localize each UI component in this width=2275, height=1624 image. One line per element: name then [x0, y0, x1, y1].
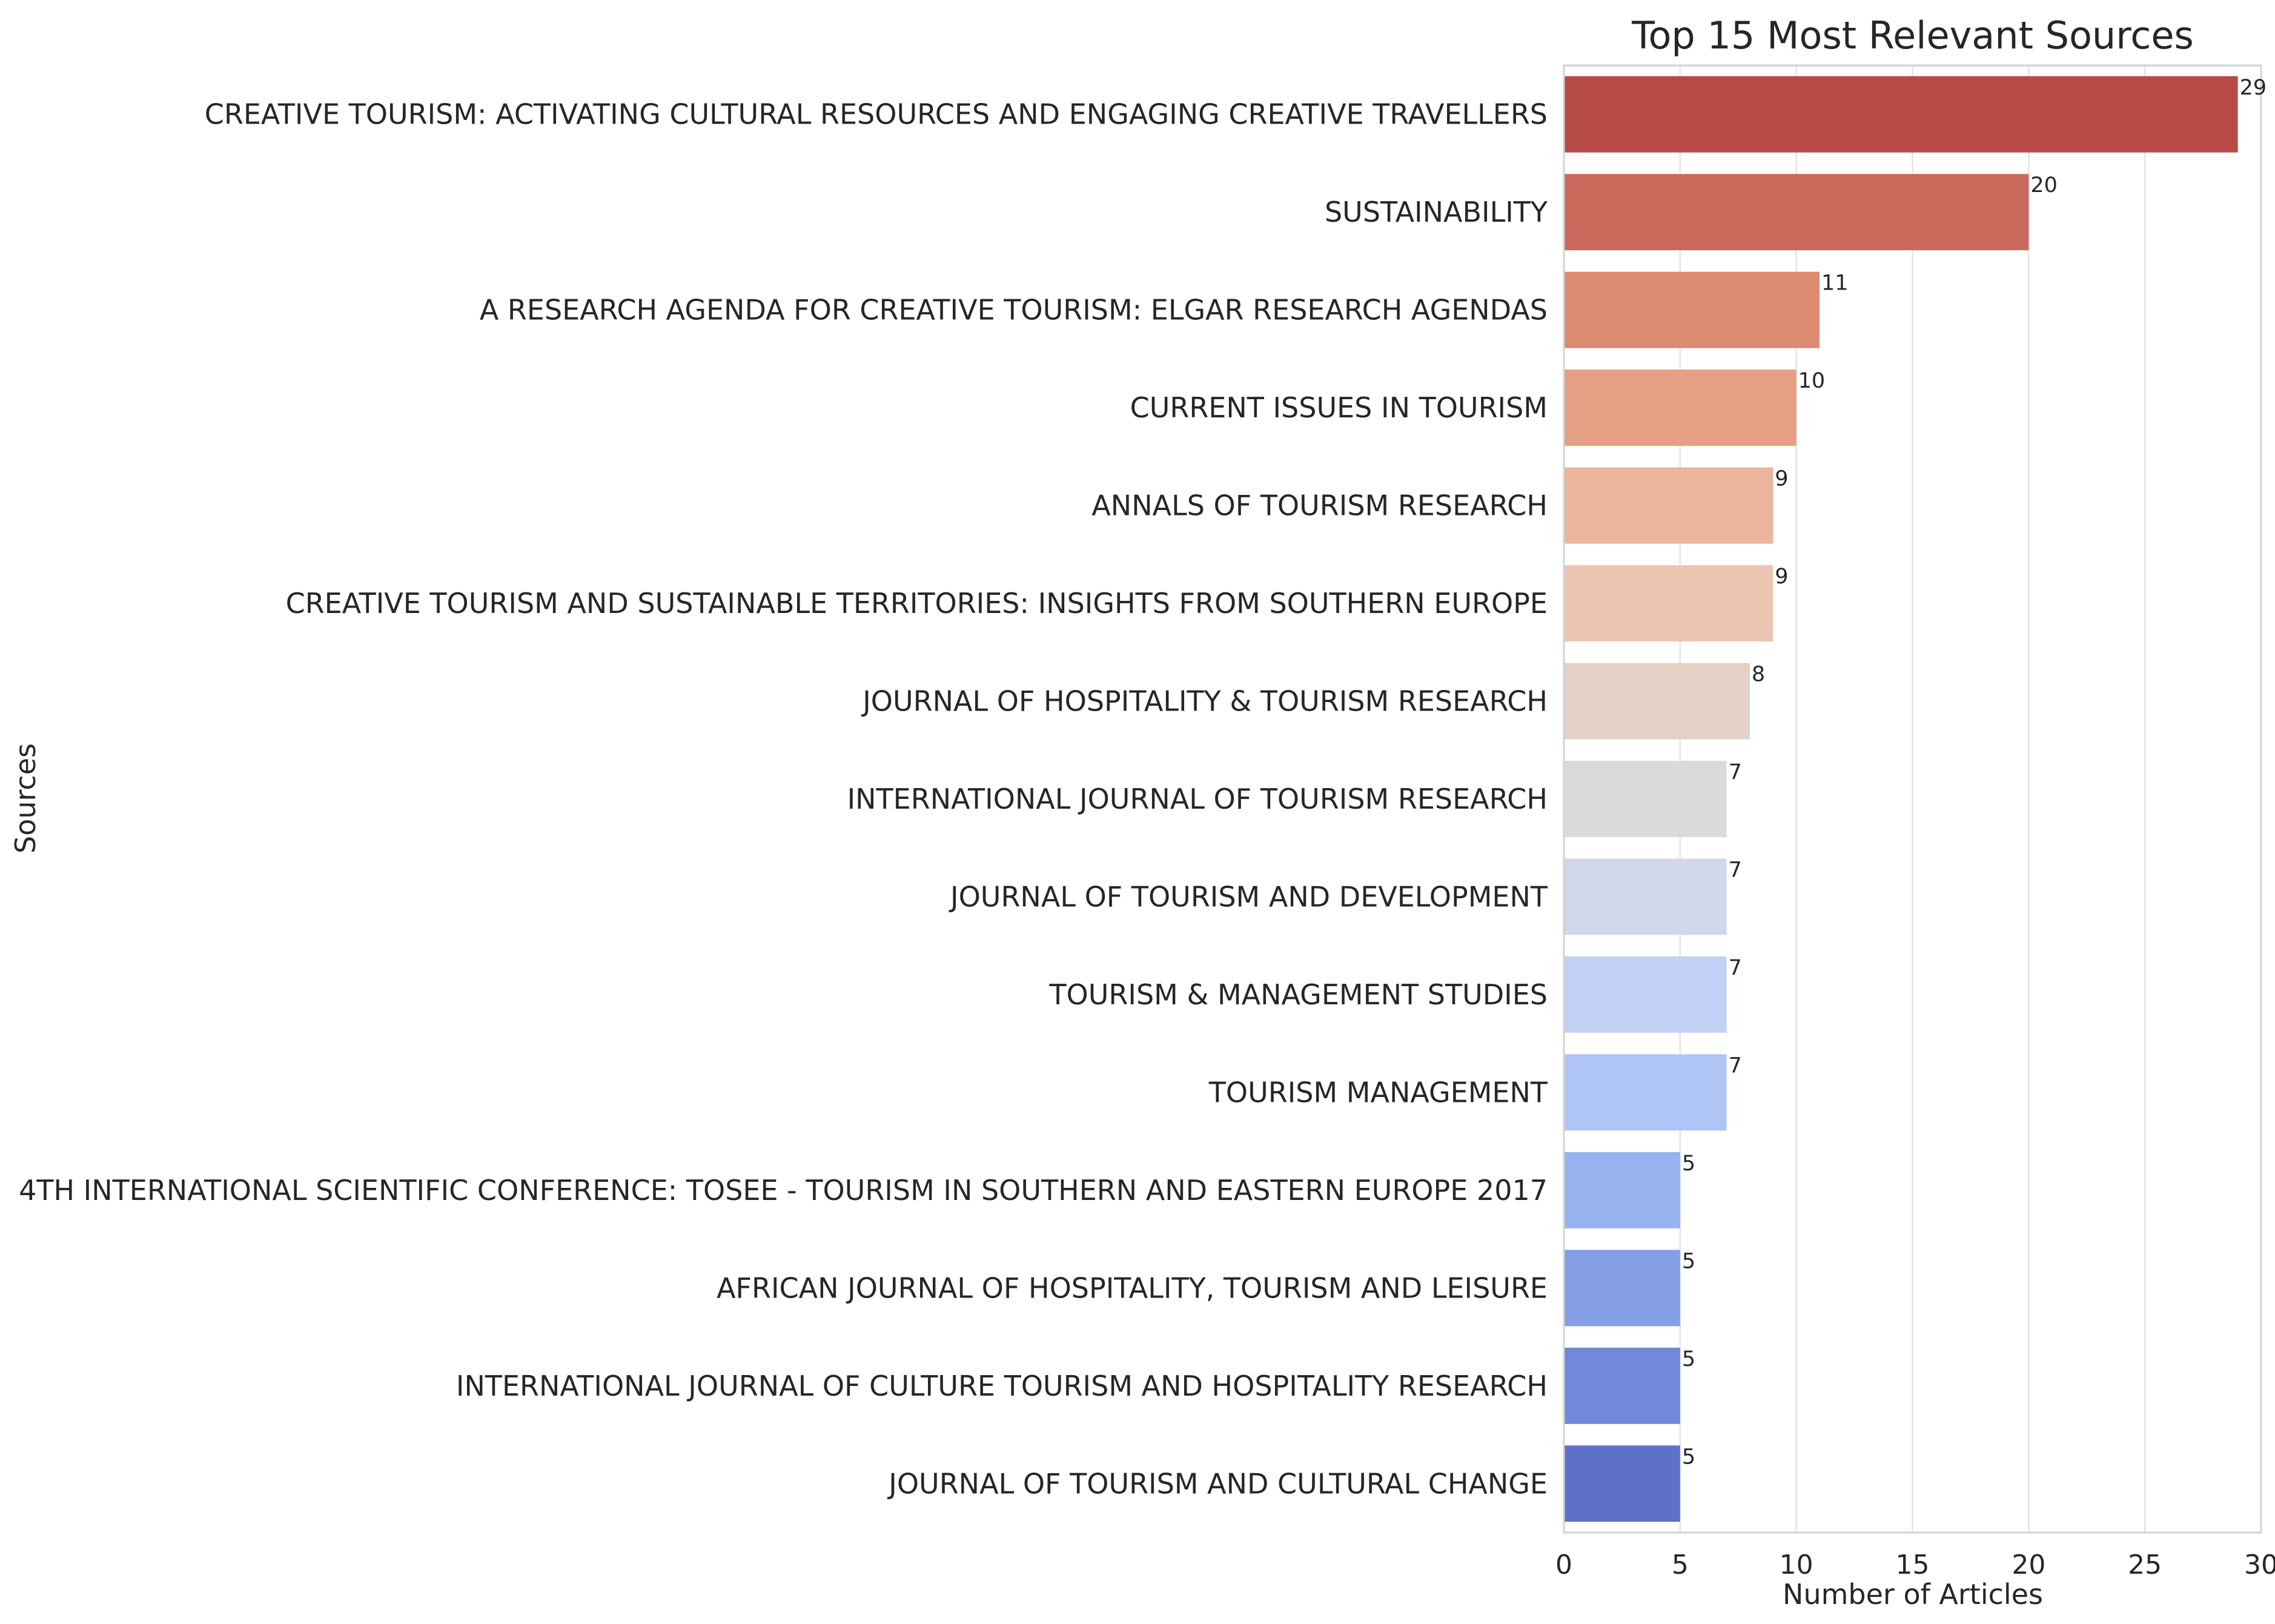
value-label: 29	[2240, 76, 2267, 100]
value-label: 10	[1798, 369, 1826, 393]
bar	[1564, 956, 1727, 1033]
value-label: 5	[1682, 1347, 1695, 1371]
bar	[1564, 858, 1727, 935]
category-label: TOURISM MANAGEMENT	[1208, 1076, 1548, 1109]
value-label: 7	[1729, 956, 1742, 980]
value-labels: 29 20 11 10 9 9 8 7 7 7 7 5 5 5 5	[1682, 76, 2267, 1470]
bar	[1564, 174, 2029, 251]
value-label: 20	[2030, 173, 2058, 197]
category-label: AFRICAN JOURNAL OF HOSPITALITY, TOURISM …	[717, 1271, 1548, 1304]
y-axis-title: Sources	[9, 743, 42, 853]
bar	[1564, 663, 1750, 740]
category-label: INTERNATIONAL JOURNAL OF CULTURE TOURISM…	[456, 1370, 1548, 1402]
bar	[1564, 1250, 1680, 1327]
category-label: INTERNATIONAL JOURNAL OF TOURISM RESEARC…	[847, 783, 1548, 815]
category-label: JOURNAL OF TOURISM AND DEVELOPMENT	[949, 880, 1548, 913]
chart-title: Top 15 Most Relevant Sources	[1631, 13, 2194, 58]
x-tick-label: 30	[2244, 1549, 2275, 1580]
category-label: TOURISM & MANAGEMENT STUDIES	[1048, 978, 1548, 1011]
value-label: 5	[1682, 1249, 1695, 1273]
category-label: JOURNAL OF HOSPITALITY & TOURISM RESEARC…	[861, 685, 1548, 718]
bars	[1564, 76, 2238, 1522]
x-tick-label: 10	[1780, 1549, 1813, 1580]
bar	[1564, 565, 1773, 642]
value-label: 9	[1775, 467, 1788, 491]
plot-frame	[1563, 64, 2262, 1534]
bar	[1564, 76, 2238, 153]
x-tick-label: 5	[1672, 1549, 1689, 1580]
category-label: 4TH INTERNATIONAL SCIENTIFIC CONFERENCE:…	[19, 1174, 1548, 1207]
plot-border	[1563, 64, 2262, 1534]
value-label: 11	[1821, 271, 1849, 296]
value-label: 9	[1775, 565, 1788, 589]
category-label: CREATIVE TOURISM AND SUSTAINABLE TERRITO…	[286, 587, 1548, 620]
bar	[1564, 467, 1773, 544]
x-tick-label: 15	[1896, 1549, 1930, 1580]
value-label: 7	[1729, 858, 1742, 882]
bar	[1564, 1054, 1727, 1131]
category-label: JOURNAL OF TOURISM AND CULTURAL CHANGE	[887, 1467, 1548, 1500]
bar	[1564, 1152, 1680, 1228]
value-label: 7	[1729, 760, 1742, 784]
bar	[1564, 1347, 1680, 1424]
x-axis-ticks: 0 5 10 15 20 25 30	[1555, 1549, 2275, 1580]
category-label: CURRENT ISSUES IN TOURISM	[1130, 391, 1548, 424]
x-tick-label: 25	[2128, 1549, 2162, 1580]
bar	[1564, 1445, 1680, 1522]
x-tick-label: 20	[2012, 1549, 2045, 1580]
bar	[1564, 370, 1796, 446]
category-labels: CREATIVE TOURISM: ACTIVATING CULTURAL RE…	[19, 98, 1548, 1500]
bar	[1564, 761, 1727, 837]
value-label: 5	[1682, 1445, 1695, 1469]
category-label: CREATIVE TOURISM: ACTIVATING CULTURAL RE…	[205, 98, 1548, 131]
category-label: ANNALS OF TOURISM RESEARCH	[1091, 489, 1548, 522]
x-axis-title: Number of Articles	[1783, 1578, 2043, 1611]
category-label: A RESEARCH AGENDA FOR CREATIVE TOURISM: …	[480, 294, 1548, 326]
x-tick-label: 0	[1555, 1549, 1572, 1580]
category-label: SUSTAINABILITY	[1325, 196, 1548, 228]
value-label: 7	[1729, 1053, 1742, 1078]
value-label: 8	[1752, 663, 1765, 687]
value-label: 5	[1682, 1152, 1695, 1176]
bar	[1564, 271, 1820, 348]
